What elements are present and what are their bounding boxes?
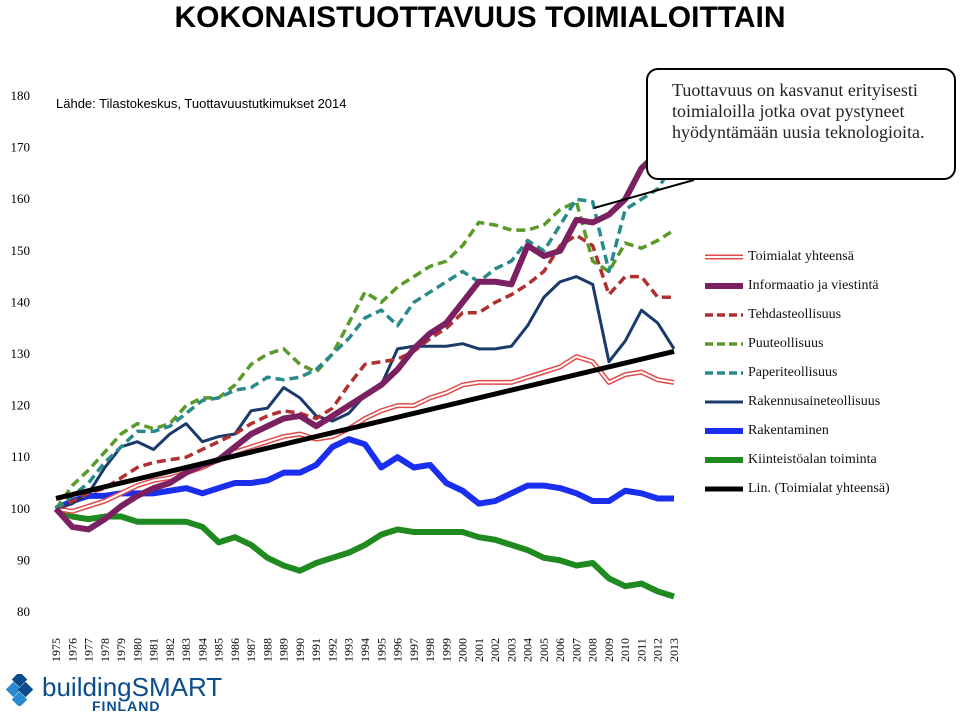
y-tick-label: 140: [11, 294, 31, 309]
x-tick-label: 2006: [553, 638, 567, 662]
source-note: Lähde: Tilastokeskus, Tuottavuustutkimuk…: [56, 96, 347, 111]
legend-item: Informaatio ja viestintä: [704, 277, 954, 297]
x-tick-label: 1978: [98, 638, 112, 662]
series-line-0-inner: [55, 355, 675, 513]
chart-title: KOKONAISTUOTTAVUUS TOIMIALOITTAIN: [174, 1, 786, 34]
legend-swatch: [705, 486, 743, 492]
x-tick-label: 1986: [228, 638, 242, 662]
series-line-3: [54, 200, 675, 510]
x-tick-label: 1984: [195, 638, 209, 662]
x-axis: 1975 1976 1977 1978 1979 1980 1981 1982 1983 1984…: [49, 638, 681, 662]
x-tick-label: 2000: [456, 638, 470, 662]
x-tick-label: 1987: [244, 638, 258, 662]
x-tick-label: 2011: [634, 638, 648, 662]
x-tick-label: 2002: [488, 638, 502, 662]
y-tick-label: 180: [11, 88, 31, 103]
x-tick-label: 2005: [537, 638, 551, 662]
legend-label: Informaatio ja viestintä: [748, 278, 879, 293]
legend-swatch: [705, 254, 743, 260]
series-line-8: [55, 348, 675, 501]
legend-item: Tehdasteollisuus: [704, 306, 954, 326]
y-tick-label: 120: [11, 398, 31, 413]
x-tick-label: 2001: [472, 638, 486, 662]
x-tick-label: 1976: [65, 638, 79, 662]
logo: buildingSMART FINLAND: [6, 672, 222, 714]
series-line-4: [54, 162, 676, 511]
x-tick-label: 2003: [504, 638, 518, 662]
y-tick-label: 170: [11, 140, 31, 155]
x-tick-label: 2004: [521, 638, 535, 662]
callout-pointer: [593, 179, 695, 209]
x-tick-label: 2008: [586, 638, 600, 662]
legend-item: Rakennusaineteollisuus: [704, 393, 954, 413]
legend-label: Tehdasteollisuus: [748, 307, 842, 322]
x-tick-label: 1994: [358, 638, 372, 662]
y-tick-label: 100: [11, 501, 31, 516]
legend-item: Puuteollisuus: [704, 335, 954, 355]
y-tick-label: 80: [17, 604, 30, 619]
y-tick-label: 110: [11, 449, 30, 464]
x-tick-label: 1993: [342, 638, 356, 662]
x-tick-label: 1999: [439, 638, 453, 662]
legend-label: Puuteollisuus: [748, 336, 824, 351]
y-tick-label: 130: [11, 346, 31, 361]
x-tick-label: 2010: [618, 638, 632, 662]
x-tick-label: 1979: [114, 638, 128, 662]
x-tick-label: 2013: [667, 638, 681, 662]
x-tick-label: 1997: [407, 638, 421, 662]
x-tick-label: 2012: [651, 638, 665, 662]
series-line-2: [55, 233, 674, 511]
legend-item: Toimialat yhteensä: [704, 248, 954, 268]
x-tick-label: 1990: [293, 638, 307, 662]
legend-item: Kiinteistöalan toiminta: [704, 451, 954, 471]
legend-swatch: [705, 400, 743, 404]
legend-label: Kiinteistöalan toiminta: [748, 452, 877, 467]
x-tick-label: 2009: [602, 638, 616, 662]
series-line-6: [54, 436, 674, 512]
legend-label: Toimialat yhteensä: [748, 249, 854, 264]
x-tick-label: 1980: [130, 638, 144, 662]
x-tick-label: 1995: [374, 638, 388, 662]
x-tick-label: 1977: [82, 638, 96, 662]
legend-swatch: [705, 283, 743, 289]
x-tick-label: 1991: [309, 638, 323, 662]
legend-item: Paperiteollisuus: [704, 364, 954, 384]
x-tick-label: 1998: [423, 638, 437, 662]
legend-swatch: [705, 457, 743, 463]
x-tick-label: 1992: [325, 638, 339, 662]
logo-subtext: FINLAND: [92, 698, 161, 714]
logo-mark-icon: [6, 674, 34, 706]
legend-swatch: [705, 371, 743, 375]
series-line-1: [53, 135, 677, 533]
logo-text: buildingSMART: [42, 672, 223, 702]
series-layer: [53, 135, 677, 600]
y-tick-label: 150: [11, 243, 31, 258]
y-axis: 80 90 100 110 120 130 140 150 160 170 180: [11, 88, 31, 619]
y-tick-label: 90: [17, 552, 30, 567]
legend-label: Rakennusaineteollisuus: [748, 394, 881, 409]
series-line-7: [54, 506, 675, 600]
y-tick-label: 160: [11, 191, 31, 206]
x-tick-label: 1975: [49, 638, 63, 662]
x-tick-label: 1983: [179, 638, 193, 662]
x-tick-label: 1985: [212, 638, 226, 662]
legend-label: Paperiteollisuus: [748, 365, 838, 380]
x-tick-label: 1988: [260, 638, 274, 662]
x-tick-label: 1989: [277, 638, 291, 662]
legend-swatch: [705, 313, 743, 317]
x-tick-label: 1982: [163, 638, 177, 662]
legend-label: Rakentaminen: [748, 423, 829, 438]
legend-label: Lin. (Toimialat yhteensä): [748, 481, 890, 496]
x-tick-label: 1996: [391, 638, 405, 662]
legend-item: Lin. (Toimialat yhteensä): [704, 480, 954, 500]
x-tick-label: 1981: [147, 638, 161, 662]
legend-swatch: [705, 342, 743, 346]
callout-box: Tuottavuus on kasvanut erityisesti toimi…: [646, 68, 956, 180]
legend-swatch: [705, 428, 743, 434]
legend-item: Rakentaminen: [704, 422, 954, 442]
x-tick-label: 2007: [569, 638, 583, 662]
